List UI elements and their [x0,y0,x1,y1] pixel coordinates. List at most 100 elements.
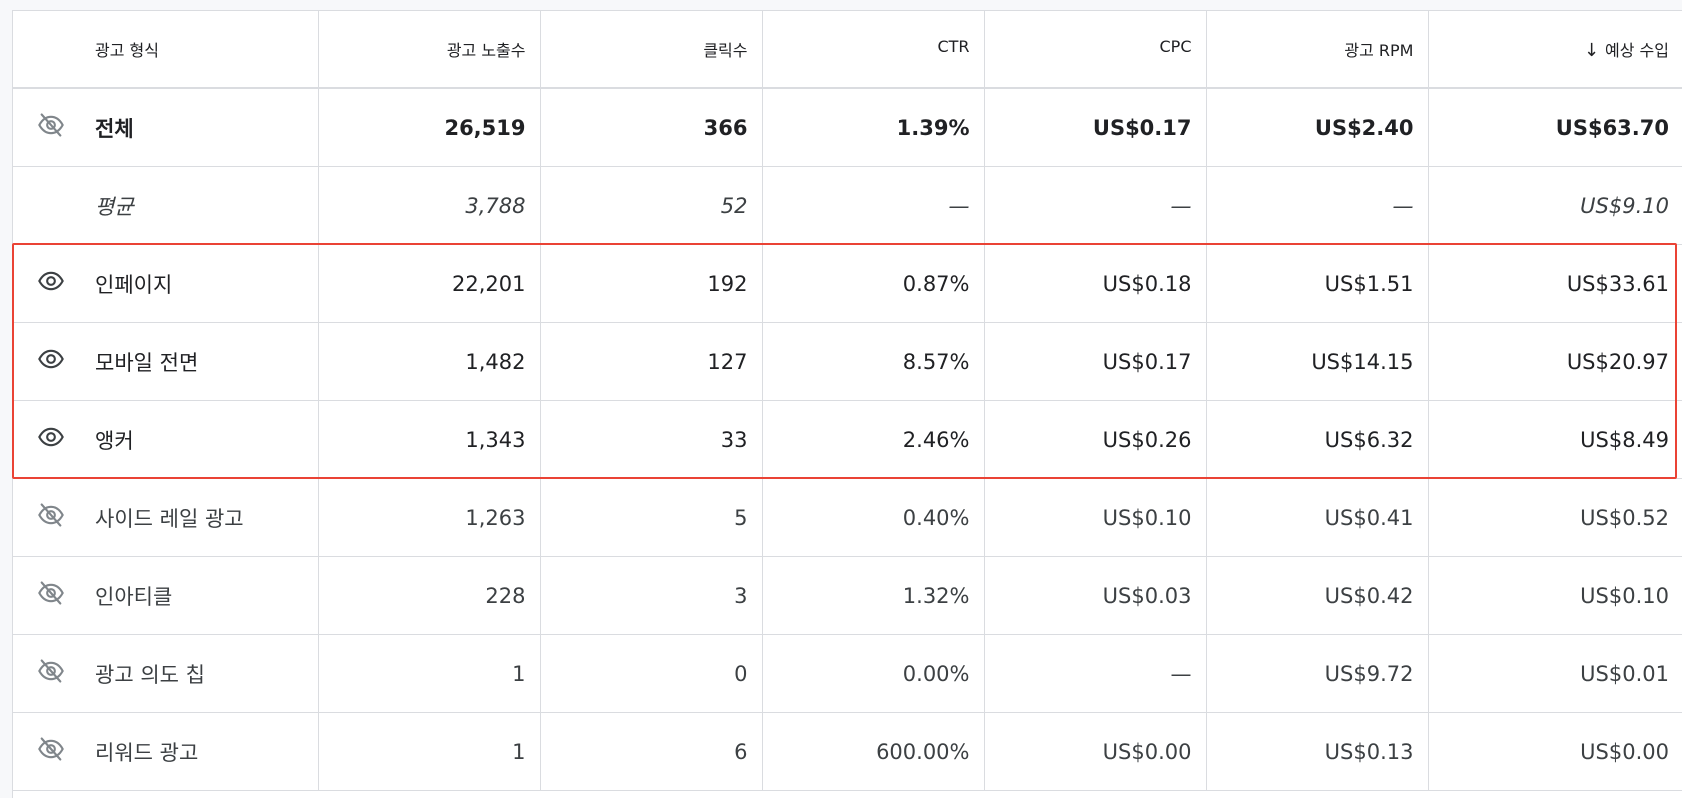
row-cpc-value: US$0.00 [983,712,1206,791]
eye-off-icon[interactable] [33,657,69,685]
eye-icon[interactable] [33,345,69,373]
eye-off-icon[interactable] [33,501,69,529]
row-ctr-value: 8.57% [761,322,984,401]
report-table-container: 광고 형식 광고 노출수 클릭수 CTR CPC 광고 RPM ↓ 예상 수입 전… [12,10,1682,798]
eye-off-icon[interactable] [33,111,69,139]
row-clicks-value: 6 [539,712,762,791]
column-header-ctr[interactable]: CTR [761,11,984,89]
column-header-earnings[interactable]: ↓ 예상 수입 [1427,11,1682,89]
table-row: 리워드 광고 1 6 600.00% US$0.00 US$0.13 US$0.00 [13,712,1682,791]
row-rpm-value: US$14.15 [1205,322,1428,401]
row-clicks-value: 3 [539,556,762,635]
column-header-cpc-label: CPC [1159,37,1192,56]
row-visibility-cell [13,712,87,791]
row-clicks-value: 366 [539,88,762,167]
table-header-row: 광고 형식 광고 노출수 클릭수 CTR CPC 광고 RPM ↓ 예상 수입 [13,11,1682,89]
column-header-clicks-label: 클릭수 [703,41,748,60]
arrow-down-icon: ↓ [1583,40,1600,61]
row-cpc-value: US$0.10 [983,478,1206,557]
table-row: 앵커 1,343 33 2.46% US$0.26 US$6.32 US$8.49 [13,400,1682,479]
row-impressions-value: 22,201 [317,244,540,323]
column-header-format-label: 광고 형식 [95,41,159,60]
row-earnings-value: US$33.61 [1427,244,1682,323]
row-earnings-value: US$0.01 [1427,634,1682,713]
row-ctr-value: 1.39% [761,88,984,167]
eye-icon[interactable] [33,267,69,295]
row-rpm-value: US$9.72 [1205,634,1428,713]
row-visibility-cell [13,556,87,635]
row-rpm-value: US$6.32 [1205,400,1428,479]
column-header-impressions[interactable]: 광고 노출수 [317,11,540,89]
table-row: 인페이지 22,201 192 0.87% US$0.18 US$1.51 US$33.61 [13,244,1682,323]
column-header-rpm[interactable]: 광고 RPM [1205,11,1428,89]
row-impressions-value: 1,482 [317,322,540,401]
row-ctr-value: 0.40% [761,478,984,557]
row-clicks-value: 52 [539,166,762,245]
row-rpm-value: US$0.41 [1205,478,1428,557]
row-format-name: 광고 의도 칩 [87,634,318,713]
row-format-name: 인페이지 [87,244,318,323]
row-ctr-value: 600.00% [761,712,984,791]
table-row: 광고 의도 칩 1 0 0.00% — US$9.72 US$0.01 [13,634,1682,713]
visibility-column-header [13,11,87,89]
row-ctr-value: 1.32% [761,556,984,635]
row-clicks-value: 192 [539,244,762,323]
row-impressions-value: 228 [317,556,540,635]
row-earnings-value: US$0.52 [1427,478,1682,557]
column-header-impressions-label: 광고 노출수 [446,41,526,60]
row-ctr-value: 0.87% [761,244,984,323]
row-cpc-value: US$0.17 [983,322,1206,401]
row-impressions-value: 26,519 [317,88,540,167]
row-format-name: 모바일 전면 [87,322,318,401]
row-visibility-cell [13,634,87,713]
column-header-format[interactable]: 광고 형식 [87,11,318,89]
row-ctr-value: 2.46% [761,400,984,479]
row-ctr-value: — [761,166,984,245]
eye-icon[interactable] [33,423,69,451]
row-rpm-value: US$2.40 [1205,88,1428,167]
row-cpc-value: US$0.17 [983,88,1206,167]
row-clicks-value: 33 [539,400,762,479]
eye-off-icon[interactable] [33,579,69,607]
row-visibility-cell [13,322,87,401]
row-clicks-value: 0 [539,634,762,713]
row-format-name: 리워드 광고 [87,712,318,791]
row-cpc-value: US$0.18 [983,244,1206,323]
row-cpc-value: US$0.26 [983,400,1206,479]
column-header-clicks[interactable]: 클릭수 [539,11,762,89]
row-format-name: 인아티클 [87,556,318,635]
row-earnings-value: US$9.10 [1427,166,1682,245]
row-earnings-value: US$0.10 [1427,556,1682,635]
row-impressions-value: 1 [317,634,540,713]
column-header-earnings-label: 예상 수입 [1605,41,1669,60]
row-visibility-cell [13,400,87,479]
row-impressions-value: 1,343 [317,400,540,479]
row-ctr-value: 0.00% [761,634,984,713]
row-earnings-value: US$0.00 [1427,712,1682,791]
row-visibility-cell [13,244,87,323]
table-row: 사이드 레일 광고 1,263 5 0.40% US$0.10 US$0.41 US$0.5… [13,478,1682,557]
row-earnings-value: US$20.97 [1427,322,1682,401]
row-rpm-value: — [1205,166,1428,245]
row-rpm-value: US$1.51 [1205,244,1428,323]
row-cpc-value: — [983,634,1206,713]
row-format-name: 앵커 [87,400,318,479]
row-rpm-value: US$0.13 [1205,712,1428,791]
column-header-rpm-label: 광고 RPM [1344,41,1414,60]
row-visibility-cell [13,88,87,167]
row-cpc-value: — [983,166,1206,245]
row-impressions-value: 1 [317,712,540,791]
row-rpm-value: US$0.42 [1205,556,1428,635]
column-header-cpc[interactable]: CPC [983,11,1206,89]
row-visibility-cell [13,478,87,557]
row-cpc-value: US$0.03 [983,556,1206,635]
row-clicks-value: 127 [539,322,762,401]
row-visibility-cell [13,166,87,245]
table-row: 평균 3,788 52— — — US$9.10 [13,166,1682,245]
column-header-ctr-label: CTR [937,37,970,56]
row-clicks-value: 5 [539,478,762,557]
row-impressions-value: 1,263 [317,478,540,557]
eye-off-icon[interactable] [33,735,69,763]
row-impressions-value: 3,788 [317,166,540,245]
table-row: 인아티클 228 3 1.32% US$0.03 US$0.42 US$0.10 [13,556,1682,635]
